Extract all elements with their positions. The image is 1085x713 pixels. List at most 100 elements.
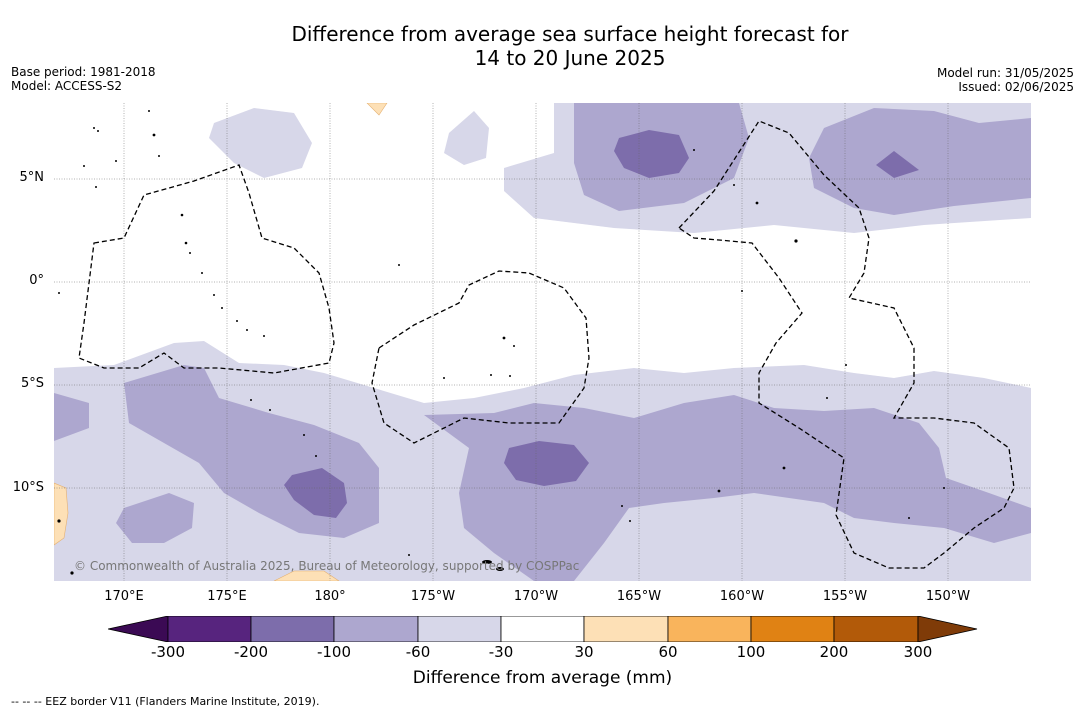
island: [269, 409, 271, 411]
meta-left: Base period: 1981-2018 Model: ACCESS-S2: [11, 65, 156, 93]
colorbar-segment-8: [750, 615, 835, 643]
chart-title: Difference from average sea surface heig…: [0, 22, 1085, 70]
island: [741, 290, 743, 292]
region-north-tiny: [444, 111, 489, 165]
colorbar-segment-2: [250, 615, 335, 643]
patch-south: [273, 570, 340, 581]
meta-right: Model run: 31/05/2025 Issued: 02/06/2025: [937, 66, 1074, 94]
lon-label-180: 180°: [314, 589, 346, 604]
core-south-2: [504, 441, 589, 486]
island: [943, 487, 945, 489]
copyright-notice: © Commonwealth of Australia 2025, Bureau…: [74, 559, 580, 573]
island: [180, 213, 184, 217]
region-south-purple-west: [54, 393, 89, 441]
island: [189, 252, 191, 254]
colorbar-tick: 30: [574, 643, 594, 661]
colorbar-tick: -200: [233, 643, 269, 661]
colorbar-tick: -100: [316, 643, 352, 661]
colorbar-tick: 200: [819, 643, 849, 661]
patch-north: [366, 103, 388, 116]
island: [693, 149, 695, 151]
islands: [57, 110, 945, 575]
colorbar-arrow-low: [107, 615, 169, 643]
eez-kiribati-gilberts: [78, 164, 335, 374]
colorbar-segment-5: [500, 615, 585, 643]
lon-label-170e: 170°E: [104, 589, 144, 604]
island: [158, 155, 160, 157]
lat-label-0: 0°: [29, 273, 44, 288]
island: [621, 505, 623, 507]
island: [184, 241, 188, 245]
anomaly-band-dark: [284, 130, 919, 518]
colorbar-segment-3: [333, 615, 419, 643]
island: [398, 264, 400, 266]
colorbar-segment-9: [833, 615, 919, 643]
island: [246, 329, 248, 331]
lat-label-5n: 5°N: [19, 170, 45, 185]
colorbar-tick: 100: [736, 643, 766, 661]
island: [509, 375, 511, 377]
island: [152, 133, 156, 137]
anomaly-band-medium: [54, 103, 1031, 581]
island: [303, 434, 305, 436]
lon-label-150w: 150°W: [925, 589, 971, 604]
colorbar-tick: 300: [903, 643, 933, 661]
island: [236, 320, 238, 322]
colorbar-arrow-high: [917, 615, 978, 643]
island: [782, 466, 786, 470]
island: [97, 130, 99, 132]
region-north-purple-2: [809, 108, 1031, 215]
island: [733, 184, 735, 186]
lon-label-175w: 175°W: [410, 589, 456, 604]
colorbar-segment-1: [167, 615, 252, 643]
colorbar-tick: -30: [488, 643, 514, 661]
island: [443, 377, 445, 379]
colorbar-tick: 60: [658, 643, 678, 661]
sea-height-map: [54, 103, 1031, 581]
region-north-small: [209, 108, 312, 178]
eez-tokelau: [371, 270, 590, 444]
island: [148, 110, 150, 112]
eez-borders: [78, 120, 1015, 569]
core-north-1: [614, 130, 689, 178]
island: [826, 397, 828, 399]
island: [201, 272, 203, 274]
lon-label-165w: 165°W: [616, 589, 662, 604]
island-large: [482, 560, 492, 564]
eez-legend-note: -- -- -- EEZ border V11 (Flanders Marine…: [11, 695, 320, 708]
title-line-2: 14 to 20 June 2025: [474, 46, 666, 70]
island: [629, 520, 631, 522]
island: [57, 519, 61, 523]
island: [490, 374, 492, 376]
positive-anomaly-patches: [54, 103, 388, 581]
map-panel: [54, 103, 1031, 581]
island: [408, 554, 410, 556]
island: [115, 160, 117, 162]
island: [908, 517, 910, 519]
island: [93, 127, 95, 129]
colorbar: [107, 615, 978, 646]
colorbar-svg: [107, 615, 978, 643]
colorbar-tick: -300: [150, 643, 186, 661]
issued-date: Issued: 02/06/2025: [958, 80, 1074, 94]
model-run: Model run: 31/05/2025: [936, 66, 1074, 80]
island: [58, 292, 60, 294]
lon-label-170w: 170°W: [513, 589, 559, 604]
lat-label-5s: 5°S: [20, 376, 44, 391]
island: [213, 294, 215, 296]
island: [502, 336, 506, 340]
island: [845, 364, 847, 366]
eez-line-islands: [677, 120, 1015, 569]
island: [755, 201, 759, 205]
island: [513, 345, 515, 347]
island: [250, 399, 252, 401]
colorbar-segment-4: [417, 615, 502, 643]
core-north-2: [876, 151, 919, 178]
lon-label-155w: 155°W: [822, 589, 868, 604]
island: [70, 571, 74, 575]
colorbar-title: Difference from average (mm): [412, 668, 673, 688]
lon-label-160w: 160°W: [719, 589, 765, 604]
base-period: Base period: 1981-2018: [11, 65, 156, 79]
island: [95, 186, 97, 188]
island: [263, 335, 265, 337]
